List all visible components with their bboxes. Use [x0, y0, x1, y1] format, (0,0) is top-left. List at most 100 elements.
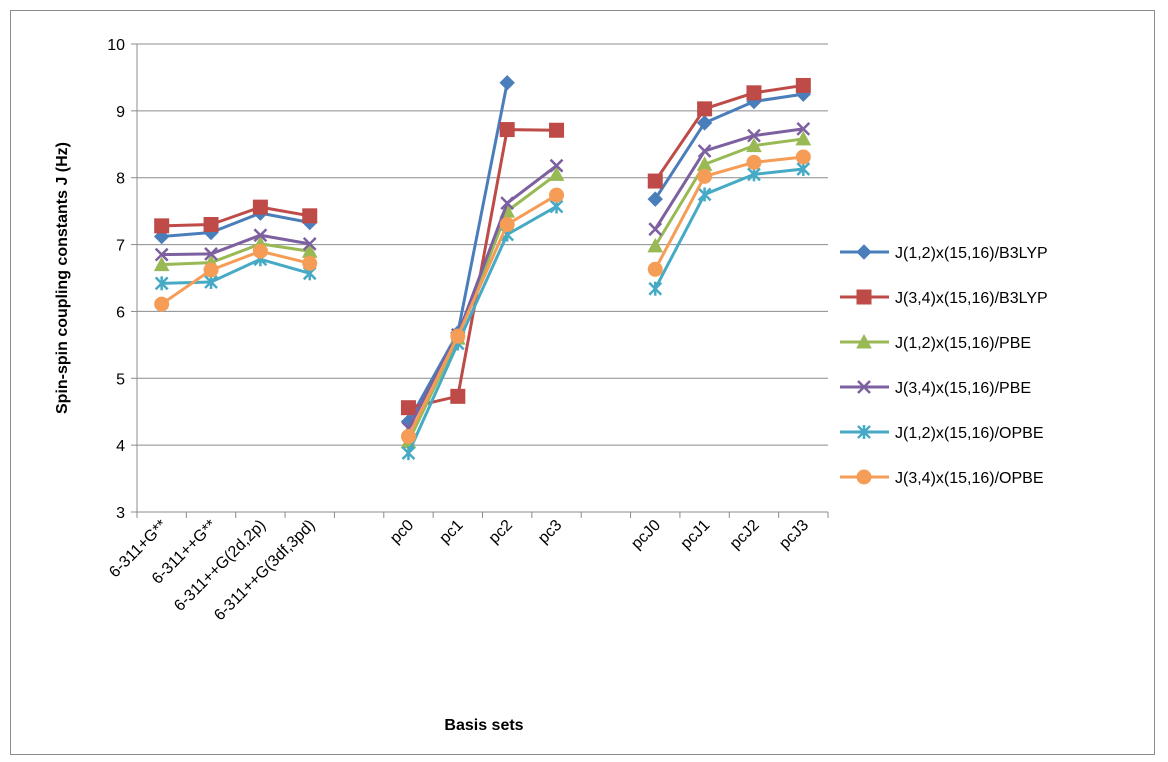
y-tick-label: 5 — [116, 371, 125, 388]
legend-item: J(3,4)x(15,16)/OPBE — [840, 469, 1044, 487]
data-point — [203, 262, 219, 278]
data-point — [203, 217, 219, 233]
data-point — [499, 75, 515, 91]
data-point — [302, 208, 318, 224]
data-point — [500, 196, 515, 211]
data-point — [647, 261, 663, 277]
series-line — [408, 128, 557, 410]
data-point — [401, 446, 416, 461]
legend-marker — [857, 425, 871, 439]
y-axis-title: Spin-spin coupling constants J (Hz) — [54, 142, 71, 414]
series-line — [653, 155, 804, 271]
legend-label: J(3,4)x(15,16)/B3LYP — [895, 290, 1048, 307]
legend-label: J(1,2)x(15,16)/PBE — [895, 335, 1031, 352]
data-point — [154, 218, 170, 234]
data-point — [747, 128, 761, 143]
data-point — [647, 191, 663, 207]
data-point — [450, 328, 466, 344]
legend-marker — [857, 380, 871, 394]
chart-frame — [10, 10, 1155, 755]
legend-label: J(1,2)x(15,16)/OPBE — [895, 425, 1044, 442]
series-group — [153, 75, 812, 461]
legend-label: J(3,4)x(15,16)/OPBE — [895, 470, 1044, 487]
data-point — [204, 247, 218, 261]
data-point — [648, 222, 663, 237]
legend-item: J(1,2)x(15,16)/OPBE — [840, 425, 1044, 442]
data-point — [154, 247, 169, 262]
legend-item: J(1,2)x(15,16)/PBE — [840, 333, 1031, 352]
data-point — [302, 255, 318, 271]
x-tick-label: pcJ0 — [628, 517, 664, 553]
gridlines — [131, 43, 828, 513]
data-point — [647, 237, 664, 253]
series-line — [161, 242, 310, 267]
data-point — [549, 158, 564, 173]
y-tick-labels: 3 4 5 6 7 8 9 10 — [107, 37, 125, 522]
data-point — [548, 166, 565, 181]
data-point — [400, 428, 416, 444]
data-point — [795, 149, 811, 165]
data-point — [648, 281, 663, 296]
data-point — [252, 199, 268, 215]
data-point — [647, 173, 663, 189]
y-tick-label: 8 — [116, 171, 125, 188]
legend-item: J(3,4)x(15,16)/PBE — [840, 380, 1031, 397]
data-point — [697, 168, 713, 184]
series-6 — [154, 149, 811, 444]
data-point — [154, 276, 169, 291]
series-line — [653, 127, 804, 230]
data-point — [450, 388, 466, 404]
data-point — [697, 144, 712, 158]
series-line — [653, 92, 804, 200]
x-tick-label: pcJ3 — [776, 517, 812, 553]
series-line — [407, 173, 558, 443]
data-point — [549, 122, 565, 138]
x-tick-label: pc2 — [486, 517, 516, 547]
series-line — [160, 249, 311, 306]
y-tick-label: 3 — [116, 505, 125, 522]
legend-marker — [856, 244, 872, 260]
axes — [136, 44, 829, 518]
series-line — [161, 257, 311, 285]
x-tick-label: pc3 — [535, 517, 565, 547]
data-point — [549, 187, 565, 203]
series-2 — [154, 77, 811, 416]
y-tick-label: 9 — [116, 104, 125, 121]
x-tick-label: pc0 — [387, 517, 417, 547]
series-line — [407, 205, 558, 454]
data-point — [746, 85, 762, 101]
data-point — [795, 130, 812, 146]
x-tick-label: pcJ1 — [678, 517, 714, 553]
legend-label: J(3,4)x(15,16)/PBE — [895, 380, 1031, 397]
data-point — [795, 77, 811, 93]
data-point — [697, 187, 712, 202]
data-point — [154, 296, 170, 312]
data-point — [796, 122, 811, 136]
data-point — [499, 217, 515, 233]
data-point — [400, 400, 416, 416]
data-point — [302, 237, 317, 251]
data-point — [153, 256, 170, 272]
data-point — [746, 154, 762, 170]
x-tick-label: 6-311++G(2d,2p) — [171, 517, 269, 615]
x-tick-label: pc1 — [436, 517, 466, 547]
legend-item: J(3,4)x(15,16)/B3LYP — [840, 289, 1048, 307]
series-4 — [154, 122, 811, 436]
data-point — [696, 115, 713, 131]
x-tick-labels: 6-311+G**6-311++G**6-311++G(2d,2p)6-311+… — [106, 517, 812, 624]
data-point — [499, 122, 515, 138]
y-tick-label: 4 — [116, 438, 125, 455]
series-line — [653, 137, 804, 247]
data-point — [252, 243, 268, 259]
x-tick-label: pcJ2 — [727, 517, 763, 553]
series-line — [407, 193, 558, 438]
series-line — [654, 83, 804, 182]
legend-item: J(1,2)x(15,16)/B3LYP — [840, 244, 1048, 262]
data-point — [697, 101, 713, 117]
data-point — [746, 137, 762, 153]
legend: J(1,2)x(15,16)/B3LYP J(3,4)x(15,16)/B3LYP… — [840, 244, 1048, 487]
legend-marker — [856, 469, 872, 485]
series-line — [161, 211, 311, 239]
legend-label: J(1,2)x(15,16)/B3LYP — [895, 245, 1048, 262]
